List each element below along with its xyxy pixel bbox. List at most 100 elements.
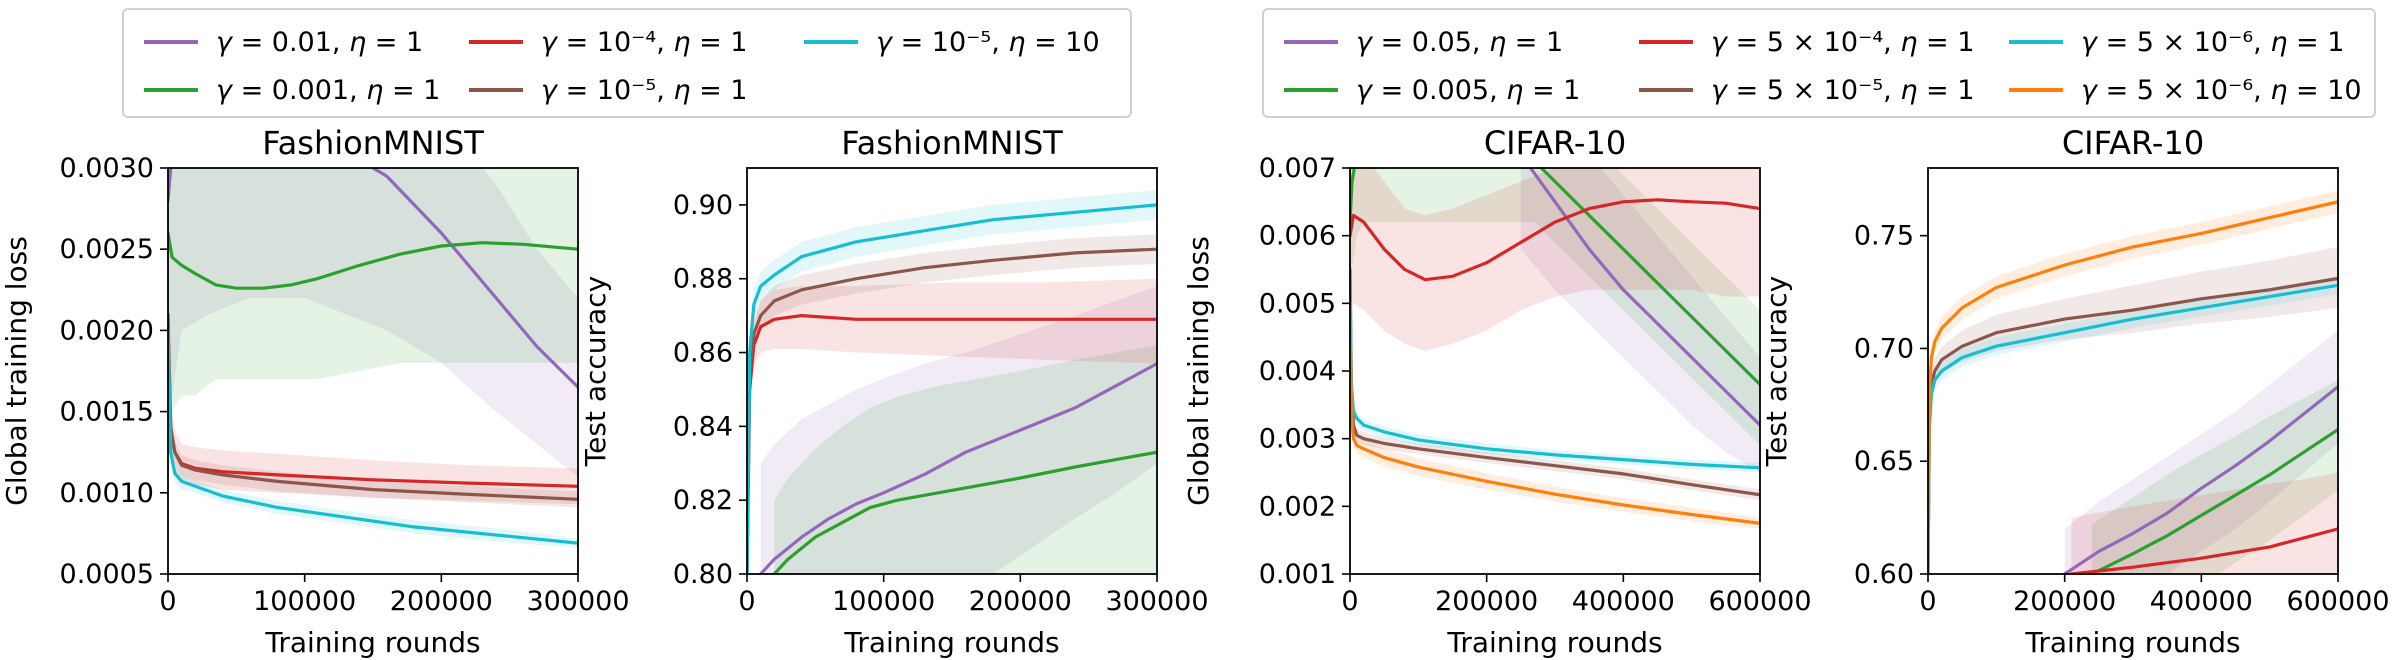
chart-title: CIFAR-10 <box>1484 124 1626 162</box>
x-tick-label: 100000 <box>253 586 356 617</box>
y-tick-label: 0.82 <box>673 485 733 516</box>
y-axis-label: Test accuracy <box>1760 276 1793 467</box>
chart-title: CIFAR-10 <box>2062 124 2204 162</box>
x-tick-label: 400000 <box>2150 586 2253 617</box>
x-tick-label: 200000 <box>969 586 1072 617</box>
series-line-6 <box>1928 200 2338 574</box>
series-line-1 <box>2063 385 2338 574</box>
y-tick-label: 0.006 <box>1259 221 1336 252</box>
series-line-2 <box>772 450 1157 574</box>
legend-label: γ = 5 × 10⁻⁴, η = 1 <box>1711 26 1975 58</box>
chart-title: FashionMNIST <box>841 124 1063 162</box>
y-tick-label: 0.65 <box>1854 446 1914 477</box>
series-line-2 <box>168 231 578 290</box>
x-tick-label: 200000 <box>2013 586 2116 617</box>
legend-swatch <box>1639 40 1693 44</box>
series-line-3 <box>1350 198 1760 282</box>
series-band-6 <box>1928 190 2338 574</box>
y-tick-label: 0.75 <box>1854 221 1914 252</box>
legend-swatch <box>804 40 858 44</box>
legend-swatch <box>1284 40 1338 44</box>
y-tick-label: 0.0025 <box>60 234 154 265</box>
y-axis-label: Global training loss <box>1182 236 1215 506</box>
axes-frame <box>1927 167 2339 575</box>
legend-entry-g5e-5: γ = 5 × 10⁻⁵, η = 1 <box>1639 72 1974 108</box>
chart-panel-2: 0 100000 200000 300000 0.80 0.82 0.84 0.86 0.88 0… <box>579 124 1209 659</box>
x-tick-label: 400000 <box>1572 586 1675 617</box>
series-line-1 <box>168 168 578 389</box>
series-band-4 <box>168 249 578 508</box>
legend-entry-g005: γ = 0.05, η = 1 <box>1284 24 1563 60</box>
plot-area <box>168 168 578 548</box>
x-tick-label: 600000 <box>2286 586 2389 617</box>
series-line-1 <box>1528 168 1760 427</box>
y-tick-label: 0.0015 <box>60 397 154 428</box>
legend-entry-g1e-4: γ = 10⁻⁴, η = 1 <box>469 24 747 60</box>
series-band-3 <box>1350 168 1760 351</box>
legend-label: γ = 0.001, η = 1 <box>216 74 441 106</box>
series-line-5 <box>168 328 578 545</box>
series-line-1 <box>759 362 1157 574</box>
chart-panel-1: 0 100000 200000 300000 0.0005 0.0010 0.0015 0.0… <box>0 124 630 659</box>
y-tick-label: 0.007 <box>1259 153 1336 184</box>
y-tick-label: 0.60 <box>1854 559 1914 590</box>
legend-entry-g1e-5: γ = 10⁻⁵, η = 1 <box>469 72 747 108</box>
legend-label: γ = 0.01, η = 1 <box>216 26 424 58</box>
legend-swatch <box>144 40 198 44</box>
y-tick-label: 0.0030 <box>60 153 154 184</box>
legend-entry-g5e-6e10: γ = 5 × 10⁻⁶, η = 10 <box>2009 72 2362 108</box>
y-tick-label: 0.0020 <box>60 315 154 346</box>
series-line-2 <box>1350 168 1760 387</box>
series-band-2 <box>168 168 578 461</box>
x-tick-label: 0 <box>1919 586 1936 617</box>
chart-title: FashionMNIST <box>262 124 484 162</box>
series-band-1 <box>1520 168 1760 473</box>
series-line-6 <box>1350 301 1760 525</box>
x-tick-label: 0 <box>738 586 755 617</box>
legend-left: γ = 0.01, η = 1 γ = 0.001, η = 1 γ = 10⁻⁴,… <box>122 8 1132 118</box>
legend-label: γ = 5 × 10⁻⁶, η = 10 <box>2081 74 2362 106</box>
legend-entry-g5e-6: γ = 5 × 10⁻⁶, η = 1 <box>2009 24 2344 60</box>
series-line-4 <box>168 312 578 501</box>
x-tick-label: 0 <box>1341 586 1358 617</box>
series-band-1 <box>2064 330 2338 574</box>
legend-label: γ = 10⁻⁵, η = 10 <box>876 26 1100 58</box>
series-line-5 <box>1350 267 1760 470</box>
series-line-5 <box>1928 283 2338 574</box>
series-line-4 <box>747 247 1157 574</box>
legend-entry-g1e-5e10: γ = 10⁻⁵, η = 10 <box>804 24 1100 60</box>
y-tick-label: 0.005 <box>1259 288 1336 319</box>
y-tick-label: 0.001 <box>1259 559 1336 590</box>
y-tick-label: 0.70 <box>1854 333 1914 364</box>
plot-area <box>1350 168 1760 529</box>
series-band-3 <box>2071 472 2338 574</box>
x-tick-label: 600000 <box>1708 586 1811 617</box>
y-tick-label: 0.003 <box>1259 424 1336 455</box>
chart-panel-4: 0 200000 400000 600000 0.60 0.65 0.70 0.75 CIFAR… <box>1760 124 2390 659</box>
legend-label: γ = 5 × 10⁻⁶, η = 1 <box>2081 26 2345 58</box>
legend-entry-g5e-4: γ = 5 × 10⁻⁴, η = 1 <box>1639 24 1974 60</box>
series-band-3 <box>168 249 578 505</box>
legend-swatch <box>2009 88 2063 92</box>
series-line-2 <box>2090 428 2338 574</box>
series-line-3 <box>747 314 1157 574</box>
x-tick-label: 200000 <box>1435 586 1538 617</box>
y-tick-label: 0.002 <box>1259 491 1336 522</box>
legend-label: γ = 0.05, η = 1 <box>1356 26 1564 58</box>
legend-swatch <box>144 88 198 92</box>
legend-label: γ = 10⁻⁵, η = 1 <box>541 74 748 106</box>
legend-swatch <box>469 88 523 92</box>
x-axis-label: Training rounds <box>264 626 480 659</box>
legend-swatch <box>1284 88 1338 92</box>
legend-entry-g001: γ = 0.01, η = 1 <box>144 24 423 60</box>
x-tick-label: 0 <box>159 586 176 617</box>
legend-label: γ = 10⁻⁴, η = 1 <box>541 26 748 58</box>
series-band-4 <box>1928 246 2338 574</box>
legend-right: γ = 0.05, η = 1 γ = 0.005, η = 1 γ = 5 × 1… <box>1262 8 2376 118</box>
y-tick-label: 0.80 <box>673 559 733 590</box>
x-axis-label: Training rounds <box>2024 626 2240 659</box>
series-band-3 <box>747 278 1157 574</box>
y-axis-label: Test accuracy <box>579 276 612 467</box>
legend-swatch <box>469 40 523 44</box>
